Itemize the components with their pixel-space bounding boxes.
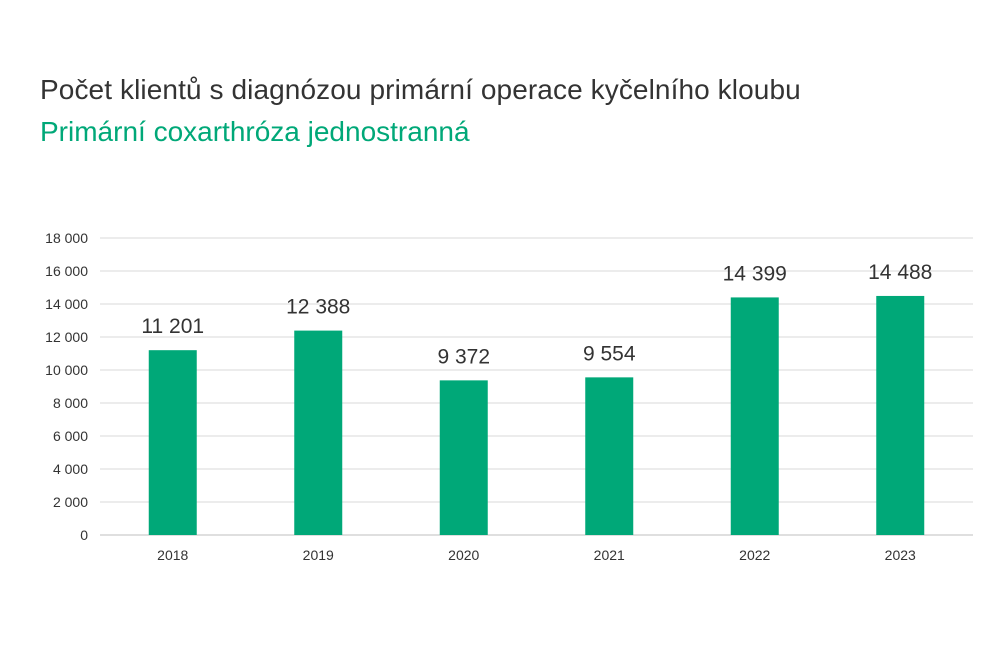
y-tick-label: 14 000 xyxy=(45,296,88,312)
data-label-2021: 9 554 xyxy=(583,342,636,365)
chart-title: Počet klientů s diagnózou primární opera… xyxy=(40,74,801,105)
x-tick-label: 2023 xyxy=(885,547,916,563)
y-tick-label: 12 000 xyxy=(45,329,88,345)
x-tick-label: 2019 xyxy=(303,547,334,563)
bar-2022 xyxy=(730,297,779,535)
data-label-2018: 11 201 xyxy=(141,315,204,338)
data-label-2019: 12 388 xyxy=(286,296,350,319)
x-tick-label: 2021 xyxy=(594,547,625,563)
data-label-2022: 14 399 xyxy=(723,262,787,285)
data-label-2023: 14 488 xyxy=(868,261,932,284)
x-tick-label: 2018 xyxy=(157,547,188,563)
y-tick-label: 6 000 xyxy=(53,428,88,444)
y-tick-label: 0 xyxy=(80,527,88,543)
bar-2021 xyxy=(585,377,634,535)
bar-2023 xyxy=(876,295,925,535)
y-tick-label: 4 000 xyxy=(53,461,88,477)
y-tick-label: 8 000 xyxy=(53,395,88,411)
y-tick-label: 16 000 xyxy=(45,263,88,279)
bar-2020 xyxy=(439,380,488,535)
y-tick-label: 18 000 xyxy=(45,230,88,246)
bar-2019 xyxy=(294,330,343,535)
y-tick-label: 2 000 xyxy=(53,494,88,510)
bar-2018 xyxy=(148,350,197,535)
data-label-2020: 9 372 xyxy=(437,345,490,368)
x-tick-label: 2022 xyxy=(739,547,770,563)
x-tick-label: 2020 xyxy=(448,547,479,563)
y-tick-label: 10 000 xyxy=(45,362,88,378)
chart-subtitle: Primární coxarthróza jednostranná xyxy=(40,116,470,147)
